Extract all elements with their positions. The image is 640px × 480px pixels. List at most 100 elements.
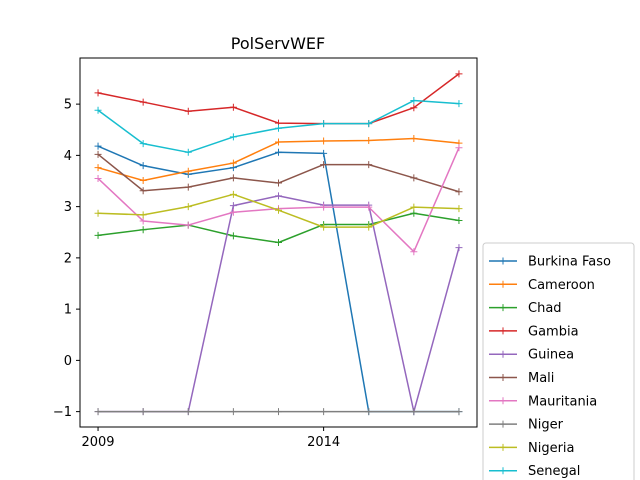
data-point xyxy=(410,209,418,217)
data-point xyxy=(94,408,102,416)
data-point xyxy=(139,226,147,234)
legend-item: Gambia xyxy=(489,324,579,339)
series-mali xyxy=(94,150,463,196)
legend-item: Nigeria xyxy=(489,441,575,456)
data-point xyxy=(320,137,328,145)
data-point xyxy=(94,231,102,239)
y-tick-label: 2 xyxy=(64,251,72,266)
data-point xyxy=(275,239,282,246)
data-point xyxy=(184,183,192,191)
legend-marker xyxy=(499,467,507,475)
data-point xyxy=(410,134,418,142)
y-tick-label: 5 xyxy=(64,98,72,113)
data-point xyxy=(275,148,282,156)
data-point xyxy=(94,142,102,150)
plot-frame xyxy=(79,57,478,428)
legend-item: Cameroon xyxy=(489,278,595,293)
data-point xyxy=(320,408,328,416)
data-point xyxy=(320,223,328,231)
data-point xyxy=(139,176,147,184)
series-layer xyxy=(94,70,463,416)
legend-item: Mauritania xyxy=(489,394,597,409)
data-point xyxy=(410,104,418,112)
data-point xyxy=(455,100,463,108)
legend-label: Cameroon xyxy=(528,278,595,293)
legend-label: Niger xyxy=(528,418,564,433)
series-senegal xyxy=(94,97,463,156)
data-point xyxy=(94,174,102,182)
data-point xyxy=(184,107,192,115)
data-point xyxy=(139,408,147,416)
data-point xyxy=(94,89,102,97)
data-point xyxy=(229,202,237,210)
y-axis: −1 0 1 2 3 4 5 xyxy=(53,98,80,420)
legend-marker xyxy=(499,374,507,381)
legend-label: Mali xyxy=(528,371,554,386)
data-point xyxy=(139,187,147,195)
legend-item: Mali xyxy=(489,371,554,386)
legend-marker xyxy=(499,443,507,451)
data-point xyxy=(410,203,418,211)
legend-item: Chad xyxy=(489,301,562,316)
legend-marker xyxy=(499,397,507,405)
data-point xyxy=(365,408,373,416)
legend-label: Senegal xyxy=(528,464,580,479)
series-nigeria xyxy=(94,190,463,231)
data-point xyxy=(229,408,237,416)
data-point xyxy=(455,244,463,252)
legend: Burkina Faso Cameroon Chad Gambia Guinea Mali… xyxy=(482,242,635,480)
data-point xyxy=(320,120,328,128)
data-point xyxy=(139,98,147,106)
legend-label: Nigeria xyxy=(528,441,575,456)
chart-title: PolServWEF xyxy=(231,34,326,53)
data-point xyxy=(229,190,237,198)
x-axis: 2009 2014 xyxy=(81,427,340,450)
data-point xyxy=(410,248,418,256)
data-point xyxy=(320,149,328,157)
legend-label: Mauritania xyxy=(528,394,597,409)
legend-marker xyxy=(499,304,507,312)
data-point xyxy=(184,221,192,229)
data-point xyxy=(94,209,102,217)
legend-item: Senegal xyxy=(489,464,580,479)
data-point xyxy=(229,174,237,182)
data-point xyxy=(275,206,282,214)
y-tick-label: 1 xyxy=(64,303,72,318)
data-point xyxy=(365,137,373,145)
data-point xyxy=(365,161,373,169)
y-tick-label: 3 xyxy=(64,200,72,215)
y-tick-label: 4 xyxy=(64,149,72,164)
data-point xyxy=(275,408,282,416)
legend-marker xyxy=(499,327,507,335)
legend-label: Gambia xyxy=(528,324,579,339)
legend-box xyxy=(482,242,635,480)
legend-label: Burkina Faso xyxy=(528,255,611,270)
x-tick-label: 2009 xyxy=(81,435,114,450)
data-point xyxy=(275,179,282,187)
data-point xyxy=(410,174,418,182)
data-point xyxy=(229,103,237,111)
y-tick-label: 0 xyxy=(64,354,72,369)
data-point xyxy=(184,148,192,156)
data-point xyxy=(365,223,373,231)
data-point xyxy=(275,138,282,146)
legend-item: Niger xyxy=(489,418,564,433)
legend-label: Chad xyxy=(528,301,562,316)
data-point xyxy=(455,205,463,213)
data-point xyxy=(139,217,147,225)
data-point xyxy=(275,124,282,132)
data-point xyxy=(365,120,373,128)
data-point xyxy=(184,408,192,416)
data-point xyxy=(365,203,373,211)
data-point xyxy=(229,232,237,240)
data-point xyxy=(455,144,463,152)
data-point xyxy=(455,70,463,78)
x-tick-label: 2014 xyxy=(307,435,340,450)
legend-marker xyxy=(499,257,507,265)
series-niger xyxy=(94,408,463,416)
legend-item: Guinea xyxy=(489,348,574,363)
data-point xyxy=(184,167,192,175)
data-point xyxy=(320,161,328,169)
data-point xyxy=(320,203,328,211)
